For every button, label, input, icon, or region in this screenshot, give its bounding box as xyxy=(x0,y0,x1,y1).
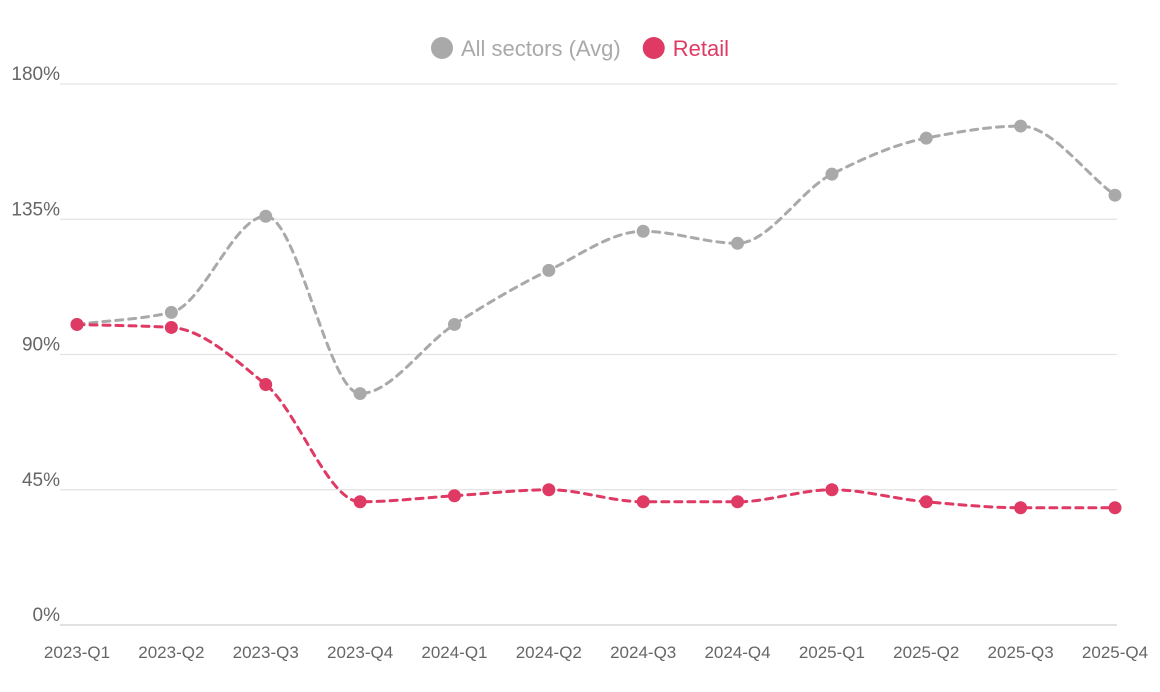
legend-marker xyxy=(642,37,665,59)
data-point[interactable] xyxy=(447,489,461,503)
data-point[interactable] xyxy=(1014,501,1028,515)
series-1 xyxy=(70,317,1122,515)
x-tick-label: 2024-Q3 xyxy=(610,643,676,662)
data-point[interactable] xyxy=(1014,119,1028,133)
legend[interactable]: All sectors (Avg) Retail xyxy=(431,36,729,61)
series-0 xyxy=(70,119,1122,401)
series xyxy=(70,119,1122,515)
data-point[interactable] xyxy=(70,317,84,331)
data-point[interactable] xyxy=(731,236,745,250)
data-point[interactable] xyxy=(542,483,556,497)
series-line xyxy=(75,322,1117,510)
x-tick-label: 2023-Q4 xyxy=(327,643,393,662)
x-tick-label: 2024-Q4 xyxy=(704,643,770,662)
data-point[interactable] xyxy=(164,320,178,334)
x-tick-label: 2025-Q4 xyxy=(1082,643,1148,662)
legend-label: All sectors (Avg) xyxy=(461,36,621,61)
data-point[interactable] xyxy=(353,387,367,401)
x-tick-label: 2024-Q2 xyxy=(516,643,582,662)
y-axis-ticks: 0% 45% 90% 135% 180% xyxy=(11,64,60,626)
data-point[interactable] xyxy=(825,167,839,181)
y-tick-label: 90% xyxy=(22,335,60,356)
x-axis-ticks: 2023-Q1 2023-Q2 2023-Q3 2023-Q4 2024-Q1 2024-… xyxy=(44,643,1148,662)
x-tick-label: 2025-Q3 xyxy=(988,643,1054,662)
legend-marker xyxy=(431,37,453,59)
data-point[interactable] xyxy=(353,495,367,509)
data-point[interactable] xyxy=(259,378,273,392)
x-tick-label: 2024-Q1 xyxy=(421,643,487,662)
legend-item[interactable]: All sectors (Avg) xyxy=(431,36,621,61)
series-line xyxy=(75,124,1117,396)
legend-label: Retail xyxy=(673,36,729,61)
data-point[interactable] xyxy=(825,483,839,497)
grid-lines xyxy=(60,83,1117,626)
data-point[interactable] xyxy=(259,209,273,223)
data-point[interactable] xyxy=(542,263,556,277)
legend-item[interactable]: Retail xyxy=(642,36,729,61)
y-tick-label: 135% xyxy=(11,199,60,220)
data-point[interactable] xyxy=(1108,501,1122,515)
data-point[interactable] xyxy=(731,495,745,509)
data-point[interactable] xyxy=(447,317,461,331)
x-tick-label: 2023-Q3 xyxy=(233,643,299,662)
data-point[interactable] xyxy=(636,224,650,238)
x-tick-label: 2025-Q2 xyxy=(893,643,959,662)
y-tick-label: 45% xyxy=(22,470,60,491)
x-tick-label: 2023-Q1 xyxy=(44,643,110,662)
data-point[interactable] xyxy=(164,305,178,319)
y-tick-label: 180% xyxy=(11,64,60,85)
data-point[interactable] xyxy=(919,131,933,145)
data-point[interactable] xyxy=(919,495,933,509)
x-tick-label: 2025-Q1 xyxy=(799,643,865,662)
data-point[interactable] xyxy=(636,495,650,509)
data-point[interactable] xyxy=(1108,188,1122,202)
x-tick-label: 2023-Q2 xyxy=(138,643,204,662)
y-tick-label: 0% xyxy=(33,605,61,626)
